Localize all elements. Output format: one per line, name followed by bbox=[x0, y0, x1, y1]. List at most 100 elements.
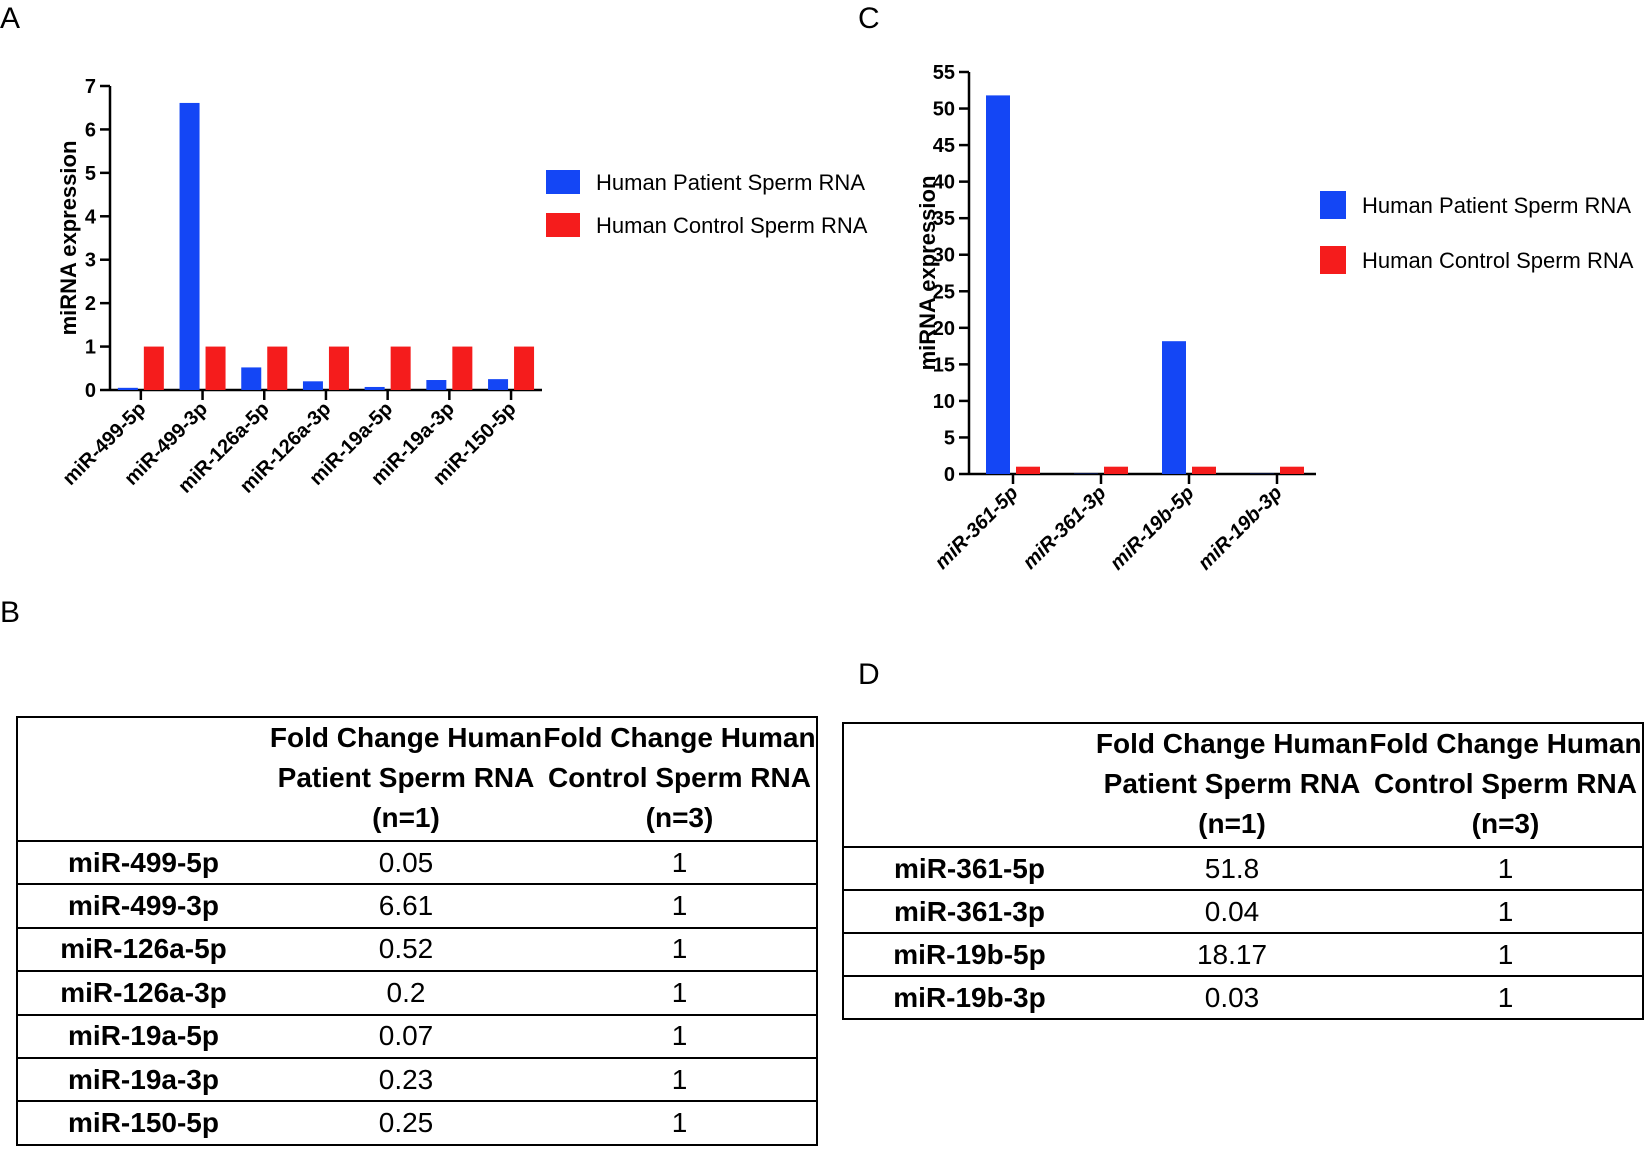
table-b-control-value: 1 bbox=[543, 884, 817, 929]
table-b-row-label: miR-19a-5p bbox=[17, 1014, 269, 1059]
y-axis-label: miRNA expression bbox=[915, 176, 940, 371]
y-tick-label: 50 bbox=[933, 99, 955, 121]
table-row: miR-126a-3p 0.2 1 bbox=[17, 971, 817, 1016]
panel-label-c: C bbox=[858, 2, 880, 35]
bar-control bbox=[143, 346, 164, 390]
table-d-control-value: 1 bbox=[1369, 847, 1643, 891]
table-row: miR-19b-5p 18.17 1 bbox=[843, 933, 1643, 977]
y-tick-label: 1 bbox=[85, 337, 96, 359]
table-row: miR-19a-5p 0.07 1 bbox=[17, 1014, 817, 1059]
y-tick-label: 6 bbox=[85, 119, 96, 141]
table-b-header-patient: Fold Change Human Patient Sperm RNA (n=1… bbox=[269, 717, 543, 842]
table-b-control-value: 1 bbox=[543, 1101, 817, 1146]
table-b-control-value: 1 bbox=[543, 1057, 817, 1103]
table-b-patient-value: 0.52 bbox=[269, 927, 543, 973]
y-tick-label: 5 bbox=[944, 427, 955, 449]
y-tick-label: 2 bbox=[85, 293, 96, 315]
bar-patient bbox=[426, 380, 447, 390]
bar-control bbox=[1016, 466, 1040, 474]
y-tick-label: 10 bbox=[933, 391, 955, 413]
legend-swatch-patient bbox=[546, 170, 580, 194]
table-b-patient-value: 0.05 bbox=[269, 841, 543, 886]
bar-control bbox=[1104, 466, 1128, 474]
table-b: Fold Change Human Patient Sperm RNA (n=1… bbox=[16, 716, 818, 1146]
y-tick-label: 0 bbox=[944, 464, 955, 486]
table-d-row-label: miR-361-5p bbox=[843, 847, 1095, 891]
chart-c: miRNA expression 0 5 10 15 20 25 30 35 40 45 50 55 mi… bbox=[915, 62, 1634, 575]
table-d-control-value: 1 bbox=[1369, 890, 1643, 934]
panel-label-b: B bbox=[0, 596, 21, 629]
y-tick-label: 30 bbox=[933, 245, 955, 267]
y-tick-label: 20 bbox=[933, 318, 955, 340]
table-d-patient-value: 51.8 bbox=[1095, 847, 1369, 891]
bar-control bbox=[1192, 466, 1216, 474]
table-b-row-label: miR-499-3p bbox=[17, 884, 269, 929]
y-tick-label: 45 bbox=[933, 135, 955, 157]
panel-label-d: D bbox=[858, 658, 880, 691]
bar-patient bbox=[302, 381, 323, 390]
table-b-patient-value: 0.2 bbox=[269, 971, 543, 1016]
table-d-patient-value: 18.17 bbox=[1095, 933, 1369, 977]
y-tick-label: 5 bbox=[85, 163, 96, 185]
table-b-row-label: miR-126a-5p bbox=[17, 927, 269, 973]
table-b-row-label: miR-499-5p bbox=[17, 841, 269, 886]
table-d-patient-value: 0.03 bbox=[1095, 976, 1369, 1020]
table-d: Fold Change Human Patient Sperm RNA (n=1… bbox=[842, 722, 1644, 1020]
bar-control bbox=[514, 346, 535, 390]
bar-control bbox=[390, 346, 411, 390]
bar-patient bbox=[1162, 341, 1186, 474]
table-row: miR-19a-3p 0.23 1 bbox=[17, 1057, 817, 1103]
table-b-header-blank bbox=[17, 717, 269, 842]
bar-patient bbox=[241, 367, 262, 390]
y-tick-label: 35 bbox=[933, 208, 955, 230]
bar-patient bbox=[179, 102, 200, 391]
table-row: miR-150-5p 0.25 1 bbox=[17, 1101, 817, 1146]
table-d-row-label: miR-19b-5p bbox=[843, 933, 1095, 977]
table-d-control-value: 1 bbox=[1369, 933, 1643, 977]
legend-label-control: Human Control Sperm RNA bbox=[596, 213, 868, 238]
table-d-header-blank bbox=[843, 723, 1095, 848]
table-b-header-control: Fold Change Human Control Sperm RNA (n=3… bbox=[543, 717, 817, 842]
table-b-patient-value: 0.23 bbox=[269, 1057, 543, 1103]
legend-label-control: Human Control Sperm RNA bbox=[1362, 248, 1634, 273]
table-row: miR-499-5p 0.05 1 bbox=[17, 841, 817, 886]
bar-patient bbox=[488, 379, 509, 390]
table-b-patient-value: 0.25 bbox=[269, 1101, 543, 1146]
bar-control bbox=[205, 346, 226, 390]
table-d-row-label: miR-19b-3p bbox=[843, 976, 1095, 1020]
chart-a: miRNA expression01234567miR-499-5pmiR-49… bbox=[56, 76, 868, 498]
legend-swatch-control bbox=[546, 213, 580, 237]
table-b-row-label: miR-150-5p bbox=[17, 1101, 269, 1146]
table-d-control-value: 1 bbox=[1369, 976, 1643, 1020]
table-b-row-label: miR-19a-3p bbox=[17, 1057, 269, 1103]
category-label: miR-19b-5p bbox=[1106, 482, 1199, 575]
category-label: miR-19b-3p bbox=[1194, 482, 1287, 575]
bar-control bbox=[267, 346, 288, 390]
y-tick-label: 40 bbox=[933, 172, 955, 194]
table-d-header-control: Fold Change Human Control Sperm RNA (n=3… bbox=[1369, 723, 1643, 848]
bar-patient bbox=[986, 95, 1010, 474]
legend-swatch-patient bbox=[1320, 191, 1346, 219]
table-d-row-label: miR-361-3p bbox=[843, 890, 1095, 934]
table-row: miR-361-5p 51.8 1 bbox=[843, 847, 1643, 891]
y-tick-label: 55 bbox=[933, 62, 955, 84]
y-tick-label: 3 bbox=[85, 250, 96, 272]
y-axis-label: miRNA expression bbox=[56, 141, 81, 336]
table-b-control-value: 1 bbox=[543, 971, 817, 1016]
bar-patient bbox=[117, 387, 138, 390]
table-b-patient-value: 0.07 bbox=[269, 1014, 543, 1059]
bar-patient bbox=[364, 386, 385, 390]
table-row: miR-126a-5p 0.52 1 bbox=[17, 927, 817, 973]
table-b-control-value: 1 bbox=[543, 1014, 817, 1059]
category-label: miR-361-5p bbox=[931, 482, 1023, 574]
table-row: miR-499-3p 6.61 1 bbox=[17, 884, 817, 929]
y-tick-label: 25 bbox=[933, 281, 955, 303]
y-tick-label: 15 bbox=[933, 354, 955, 376]
y-tick-label: 0 bbox=[85, 380, 96, 402]
legend-swatch-control bbox=[1320, 246, 1346, 274]
table-row: miR-361-3p 0.04 1 bbox=[843, 890, 1643, 934]
bar-control bbox=[328, 346, 349, 390]
category-label: miR-361-3p bbox=[1019, 482, 1111, 574]
y-tick-label: 4 bbox=[85, 206, 97, 228]
legend-label-patient: Human Patient Sperm RNA bbox=[596, 170, 865, 195]
